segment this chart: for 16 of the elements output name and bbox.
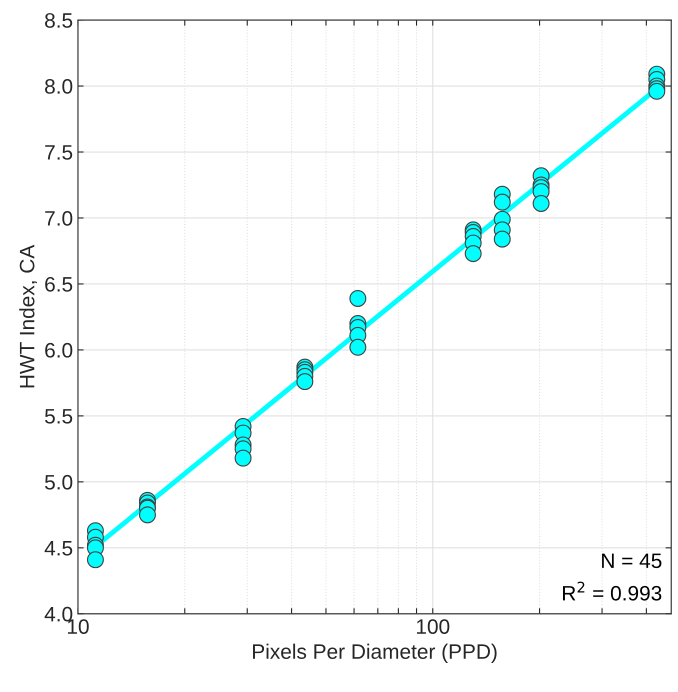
x-axis-title: Pixels Per Diameter (PPD) bbox=[253, 644, 497, 664]
y-tick-label: 4.5 bbox=[44, 541, 72, 556]
y-tick-label: 4.0 bbox=[44, 606, 72, 622]
y-tick-label: 8.0 bbox=[45, 79, 72, 94]
annotation: N = 45 bbox=[602, 554, 662, 568]
y-tick-label: 5.0 bbox=[44, 474, 72, 490]
x-tick-label: 100 bbox=[416, 619, 450, 634]
y-tick-label: 6.5 bbox=[45, 276, 72, 292]
x-tick-label: 10 bbox=[68, 619, 89, 634]
y-tick-label: 6.0 bbox=[45, 342, 72, 358]
y-tick-label: 5.5 bbox=[44, 409, 72, 424]
y-tick-label: 8.5 bbox=[45, 13, 72, 28]
y-tick-label: 7.0 bbox=[45, 210, 72, 226]
y-axis-title: HWT Index, CA bbox=[19, 244, 37, 388]
annotation: R$^{2}$ = 0.993 bbox=[562, 582, 662, 601]
y-tick-label: 7.5 bbox=[45, 145, 72, 160]
